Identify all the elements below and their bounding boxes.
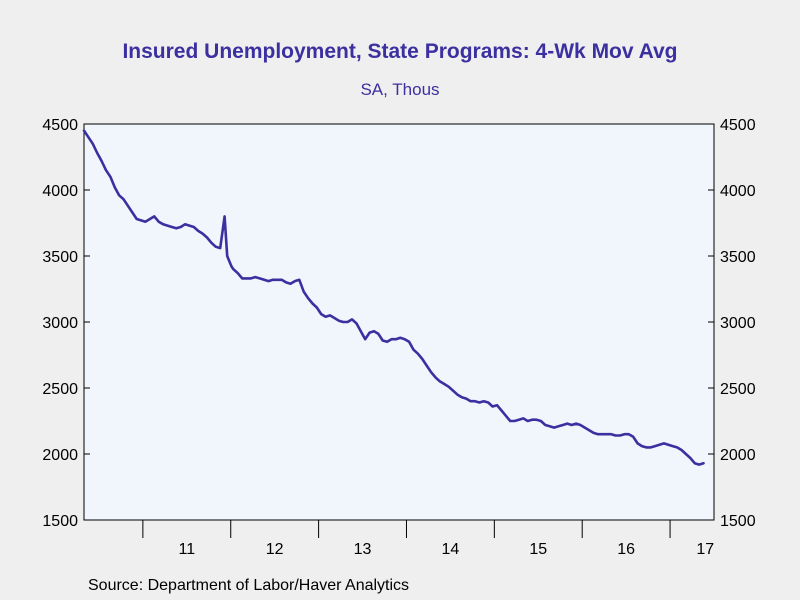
chart-title: Insured Unemployment, State Programs: 4-… [122,40,678,63]
series-line [82,129,705,466]
x-tick-label: 15 [529,541,547,558]
y-tick-label-right: 2000 [720,447,756,464]
chart-subtitle: SA, Thous [360,80,440,99]
y-axis-left: 1500 2000 2500 3000 3500 4000 4500 [42,117,90,530]
y-tick-label-right: 4500 [720,117,756,134]
series-layer [82,129,705,466]
y-tick-label-left: 1500 [42,513,78,530]
y-tick-label-right: 1500 [720,513,756,530]
y-tick-label-left: 2500 [42,381,78,398]
x-tick-label: 12 [266,541,284,558]
x-axis: 11 12 13 14 15 16 17 [142,520,714,558]
y-tick-label-right: 3500 [720,249,756,266]
y-tick-label-right: 4000 [720,183,756,200]
y-tick-label-left: 3500 [42,249,78,266]
y-tick-label-left: 3000 [42,315,78,332]
x-tick-label: 14 [442,541,460,558]
y-tick-label-left: 4000 [42,183,78,200]
plot-area [83,123,715,521]
y-tick-label-right: 3000 [720,315,756,332]
x-tick-label: 16 [617,541,635,558]
y-tick-label-right: 2500 [720,381,756,398]
y-tick-label-left: 4500 [42,117,78,134]
x-tick-label: 17 [696,541,714,558]
y-tick-label-left: 2000 [42,447,78,464]
source-note: Source: Department of Labor/Haver Analyt… [88,577,410,594]
x-tick-label: 11 [178,541,195,558]
y-axis-right: 1500 2000 2500 3000 3500 4000 4500 [708,117,756,530]
x-tick-label: 13 [354,541,372,558]
